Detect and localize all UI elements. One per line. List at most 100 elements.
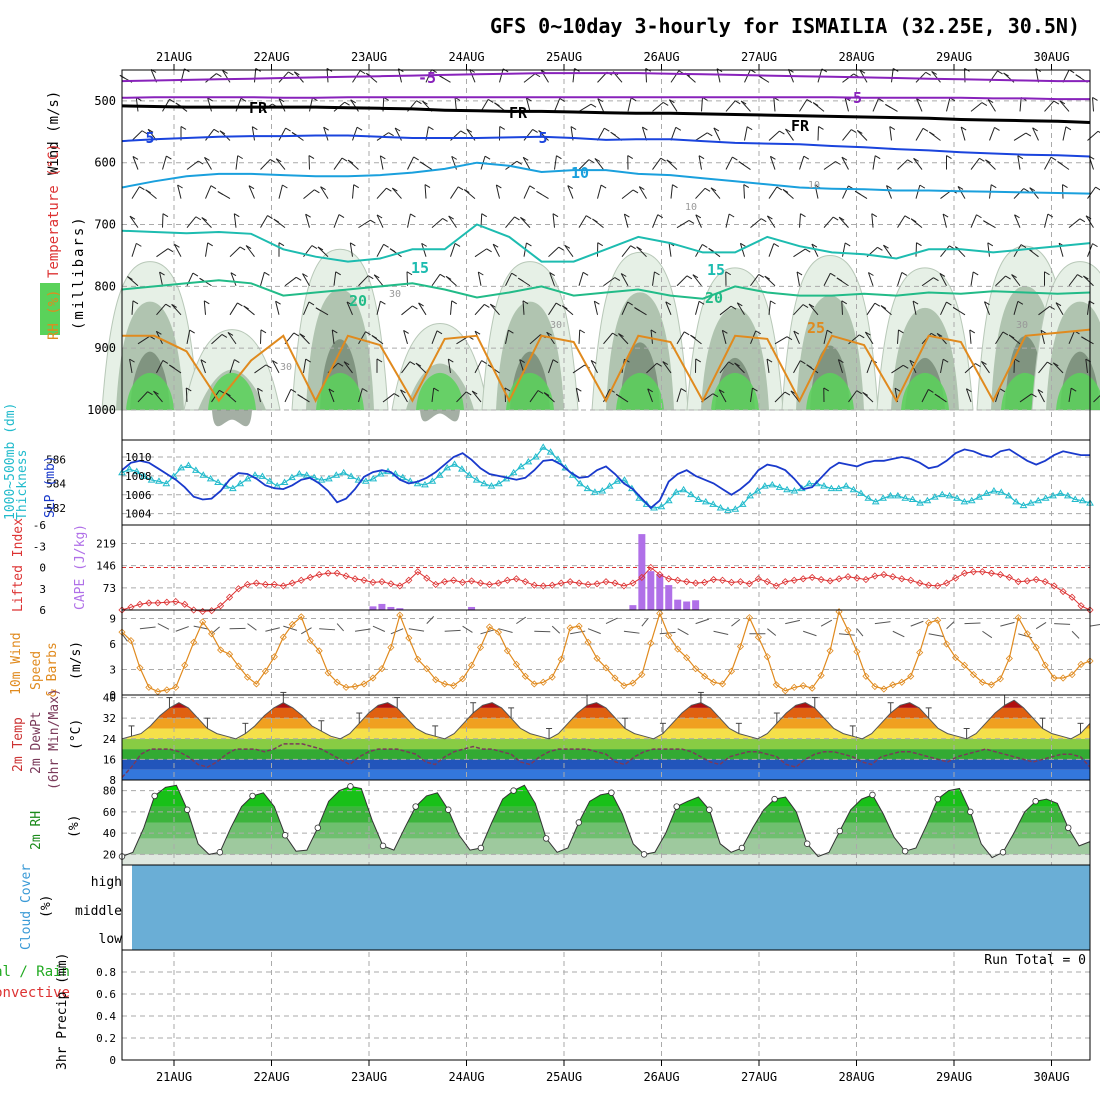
rh-point xyxy=(151,792,158,800)
wind10-point xyxy=(1050,674,1058,682)
wind10-point xyxy=(665,631,673,640)
wind-barb-flag xyxy=(257,387,263,392)
thickness-point xyxy=(125,465,134,472)
wind-barb-flag xyxy=(579,329,585,334)
wind-barb xyxy=(578,215,587,228)
wind-barb-flag xyxy=(305,358,311,363)
wind-barb xyxy=(548,359,554,374)
wind-barb-flag xyxy=(518,277,524,282)
rh-point xyxy=(640,851,648,858)
temp-color-band xyxy=(122,769,1090,780)
wind-barb xyxy=(578,103,592,112)
wind-barb-flag xyxy=(725,271,732,276)
wind-barb xyxy=(505,272,513,286)
lifted-point xyxy=(692,579,700,587)
wind-tick-label: 9 xyxy=(109,613,116,626)
wind-barb xyxy=(823,161,836,170)
thickness-point xyxy=(576,479,585,487)
wind-barb xyxy=(186,160,199,170)
cloud-yunit-group: (%) xyxy=(39,895,54,918)
wind-barb xyxy=(156,360,164,374)
wind10-point xyxy=(414,655,422,663)
wind10-point xyxy=(234,662,243,670)
wind10-barb xyxy=(1071,630,1080,639)
temp-ylabel-group: 2m Temp xyxy=(11,717,26,772)
wind-barb xyxy=(248,185,255,199)
thickness-point xyxy=(465,471,474,478)
wind10-barb xyxy=(390,628,404,635)
wind-barb xyxy=(153,390,163,403)
wind10-point xyxy=(441,680,449,688)
thickness-point xyxy=(132,467,141,475)
lifted-point xyxy=(611,579,619,587)
rh-point xyxy=(934,795,941,803)
lifted-point xyxy=(835,575,843,583)
rh-line xyxy=(121,784,1091,859)
wind10-point xyxy=(1077,660,1085,668)
lifted-point xyxy=(745,580,753,588)
wind-barb xyxy=(668,99,678,112)
wind-barb-flag xyxy=(460,130,466,135)
wind-barb-flag xyxy=(186,387,192,392)
wind-barb xyxy=(346,301,353,315)
bottom-date-label: 22AUG xyxy=(253,1070,289,1084)
lifted-point xyxy=(629,579,637,587)
wind-barb xyxy=(328,388,335,403)
wind-barb xyxy=(1011,274,1021,287)
isotherm-isotherm_15 xyxy=(121,223,1091,263)
wind10-barb xyxy=(785,619,800,625)
wind-barb xyxy=(844,97,849,112)
wind-barb-flag xyxy=(1053,362,1059,367)
wind-barb-flag xyxy=(552,359,559,364)
wind-barb-flag xyxy=(669,99,675,104)
wind-ylabel-2: Speed xyxy=(29,651,44,690)
wind-barb-flag xyxy=(984,301,990,306)
wind-barb xyxy=(981,361,990,374)
thickness-point xyxy=(967,496,976,504)
wind-barb-flag xyxy=(511,272,517,277)
precip-tick-label: 0.6 xyxy=(96,988,116,1001)
isotherm-freezing xyxy=(121,104,1091,124)
wind-barb-flag xyxy=(448,358,454,363)
wind-barb xyxy=(376,214,384,228)
temp-tick-label: 32 xyxy=(103,712,116,725)
thickness-point xyxy=(938,490,947,498)
wind-barb-flag xyxy=(630,245,636,250)
wind-barb xyxy=(750,274,760,287)
wind-barb-flag xyxy=(1047,361,1053,366)
wind-barb xyxy=(474,248,487,258)
wind-barb xyxy=(719,305,732,316)
wind-barb-flag xyxy=(854,190,861,195)
wind-barb xyxy=(793,248,806,258)
thickness-point xyxy=(790,487,799,494)
wind-barb xyxy=(260,272,265,286)
wind10-point xyxy=(1032,643,1040,651)
thickness-point xyxy=(280,478,289,485)
wind-barb-flag xyxy=(433,387,439,392)
wind-barb xyxy=(333,271,337,286)
wind-barb xyxy=(989,127,995,141)
slp-tick-label: 1006 xyxy=(125,489,152,502)
wind-barb-flag xyxy=(1095,186,1100,191)
wind-barb-flag xyxy=(1075,74,1082,79)
wind-barb-flag xyxy=(496,184,502,189)
wind-barb xyxy=(205,242,209,257)
temp-color-band xyxy=(122,759,1090,770)
wind-barb xyxy=(186,330,191,344)
wind-barb-flag xyxy=(415,362,422,367)
wind-barb xyxy=(866,359,873,374)
cloud-tick-label: low xyxy=(99,932,123,947)
wind10-barb xyxy=(856,628,864,637)
wind10-barb xyxy=(713,630,729,635)
wind-barb-flag xyxy=(910,218,917,223)
precip-legend-convective: Convective xyxy=(0,985,70,1001)
wind-barb xyxy=(1068,388,1072,403)
wind10-point xyxy=(862,672,870,680)
wind-barb-flag xyxy=(1040,329,1047,334)
wind-barb xyxy=(205,73,217,83)
wind10-point xyxy=(297,613,305,621)
thickness-point xyxy=(147,476,156,483)
wind10-point xyxy=(683,654,691,662)
wind-barb xyxy=(235,155,239,170)
thickness-point xyxy=(302,471,311,478)
